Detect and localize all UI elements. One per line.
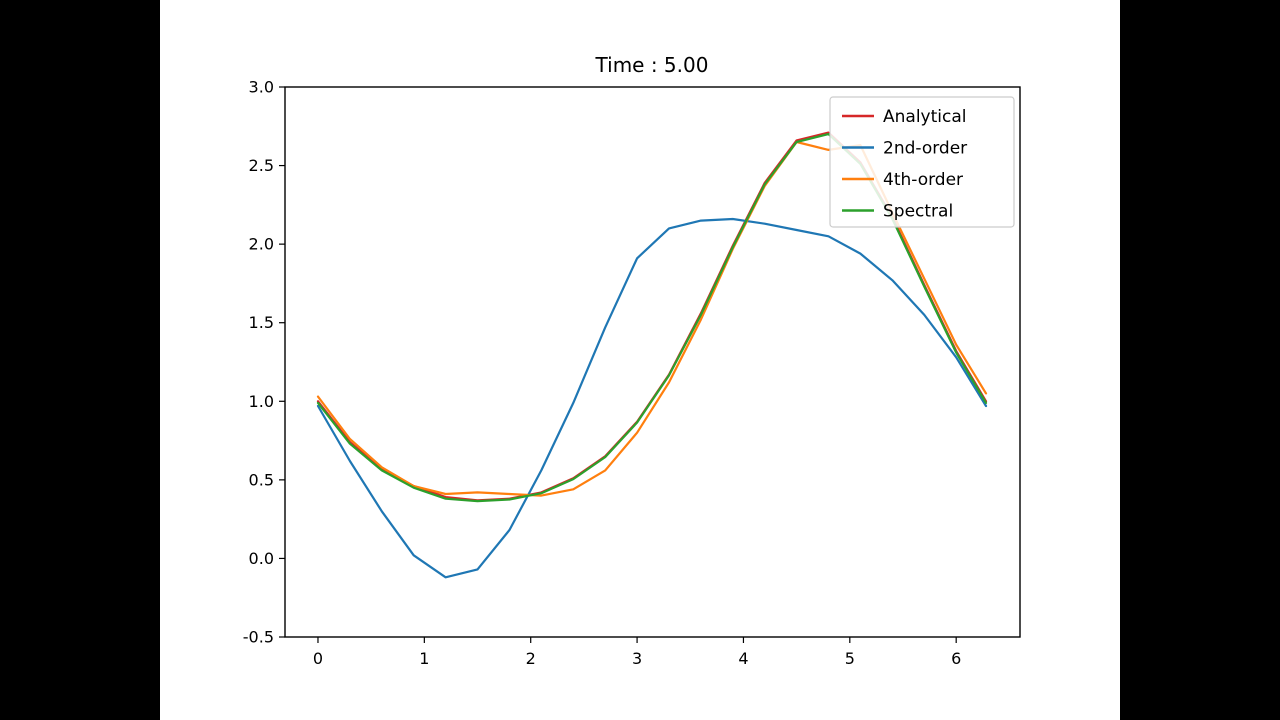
y-tick-label: 3.0 xyxy=(249,78,274,97)
legend-label-4th-order: 4th-order xyxy=(883,170,963,190)
x-tick-label: 3 xyxy=(632,649,642,668)
axes-spines xyxy=(284,86,1021,638)
legend-label-2nd-order: 2nd-order xyxy=(883,139,967,159)
x-tick-label: 2 xyxy=(526,649,536,668)
x-tick-label: 0 xyxy=(313,649,323,668)
plot-area: Time : 5.00 0 1 2 3 4 5 6 -0.5 0.0 0.5 1.0 1.5 2.0 2.… xyxy=(243,53,1021,668)
legend-label-analytical: Analytical xyxy=(883,107,966,127)
x-tick-label: 1 xyxy=(419,649,429,668)
y-tick-label: 2.5 xyxy=(249,156,274,175)
chart-title: Time : 5.00 xyxy=(595,53,709,77)
figure-canvas: Time : 5.00 0 1 2 3 4 5 6 -0.5 0.0 0.5 1.0 1.5 2.0 2.… xyxy=(160,0,1120,720)
legend-label-spectral: Spectral xyxy=(883,202,953,222)
y-tick-label: 2.0 xyxy=(249,235,274,254)
y-tick-label: -0.5 xyxy=(243,628,274,647)
y-tick-label: 1.5 xyxy=(249,313,274,332)
x-tick-label: 4 xyxy=(738,649,748,668)
x-tick-label: 5 xyxy=(845,649,855,668)
y-tick-label: 0.5 xyxy=(249,470,274,489)
y-tick-label: 1.0 xyxy=(249,392,274,411)
series-line-2nd-order xyxy=(316,217,988,579)
y-tick-label: 0.0 xyxy=(249,549,274,568)
x-tick-label: 6 xyxy=(951,649,961,668)
legend-box xyxy=(829,96,1015,228)
